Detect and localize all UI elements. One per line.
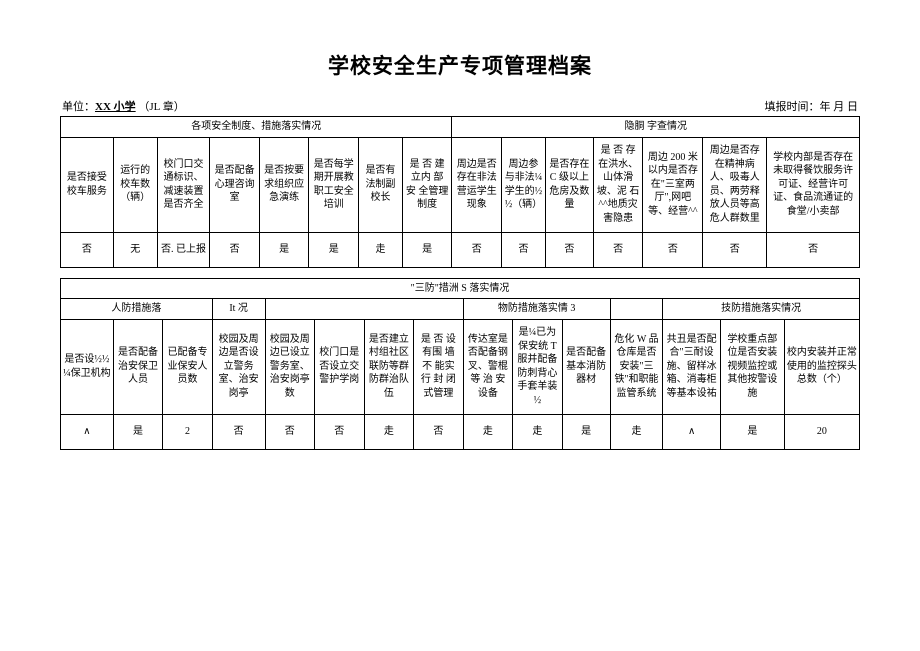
t1-h-1: 运行的校车数（辆） xyxy=(113,137,157,232)
t1-r-14: 否 xyxy=(767,232,860,267)
t1-r-3: 否 xyxy=(210,232,260,267)
t2-g2: It 况 xyxy=(212,299,265,320)
t2-header-row: 是否设½½¼保卫机构 是否配备治安保卫人员 已配备专业保安人员数 校园及周边是否… xyxy=(61,319,860,414)
t1-h-3: 是否配备心理咨询室 xyxy=(210,137,260,232)
t1-h-13: 周边是否存在精神病人、吸毒人员、两劳释放人员等高危人群数里 xyxy=(703,137,767,232)
t1-h-5: 是否每学期开展教职工安全培训 xyxy=(309,137,359,232)
t1-r-1: 无 xyxy=(113,232,157,267)
t2-r-4: 否 xyxy=(265,414,315,449)
t2-r-9: 走 xyxy=(513,414,563,449)
t2-h-12: 共丑是否配合"三耐设施、留样冰箱、消毒柜等基本设祐 xyxy=(663,319,721,414)
t1-h-9: 周边参与非法¼学生的½½（辆） xyxy=(501,137,545,232)
t1-r-11: 否 xyxy=(593,232,643,267)
t1-r-9: 否 xyxy=(501,232,545,267)
t2-h-0: 是否设½½¼保卫机构 xyxy=(61,319,114,414)
t2-h-8: 传达室是否配备钢叉、警棍等 治 安 设备 xyxy=(463,319,513,414)
t1-r-7: 是 xyxy=(402,232,452,267)
t2-h-5: 校门口是否设立交警护学岗 xyxy=(315,319,365,414)
t2-g-blank2 xyxy=(610,299,663,320)
t1-r-8: 否 xyxy=(452,232,502,267)
t1-h-7: 是 否 建 立内 部 安 全管理制度 xyxy=(402,137,452,232)
t1-h-14: 学校内部是否存在未取得餐饮服务许可证、经营许可证、食品流通证的食堂/小卖部 xyxy=(767,137,860,232)
t2-r-14: 20 xyxy=(784,414,859,449)
t2-h-13: 学校重点部位是否安装视频监控或其他按警设施 xyxy=(720,319,784,414)
t2-r-0: ∧ xyxy=(61,414,114,449)
t1-h-12: 周边 200 米以内是否存在"三室两厅",网吧等、经营^^ xyxy=(643,137,703,232)
t1-h-10: 是否存在 C 级以上危房及数量 xyxy=(545,137,593,232)
time-label: 填报时间： xyxy=(765,101,820,113)
t1-r-0: 否 xyxy=(61,232,114,267)
t2-h-7: 是 否 设 有围 墙 不 能实 行 封 闭式管理 xyxy=(414,319,464,414)
t2-h-6: 是否建立村组社区联防等群防群治队伍 xyxy=(364,319,414,414)
t2-g-blank xyxy=(265,299,463,320)
t2-group-row: 人防措施落 It 况 物防措施落实情 3 技防措施落实情况 xyxy=(61,299,860,320)
t1-r-5: 是 xyxy=(309,232,359,267)
t2-r-5: 否 xyxy=(315,414,365,449)
t2-h-9: 是¼已为保安统 T 服并配备防刺背心手套羊装½ xyxy=(513,319,563,414)
t1-h-6: 是否有法制副校长 xyxy=(358,137,402,232)
t2-r-8: 走 xyxy=(463,414,513,449)
t2-h-10: 是否配备基本消防器材 xyxy=(562,319,610,414)
t2-mid-row: "三防"措洲 S 落实情况 xyxy=(61,278,860,299)
t2-mid: "三防"措洲 S 落实情况 xyxy=(61,278,860,299)
t1-r-2: 否. 已上报 xyxy=(157,232,210,267)
time-cell: 填报时间：年 月 日 xyxy=(765,98,859,114)
t1-h-8: 周边是否存在非法营运学生现象 xyxy=(452,137,502,232)
t2-h-3: 校园及周边是否设立警务室、治安岗亭 xyxy=(212,319,265,414)
t1-h-11: 是 否 存在洪水、山体滑坡、泥 石^^地质灾害隐患 xyxy=(593,137,643,232)
t1-r-12: 否 xyxy=(643,232,703,267)
t2-h-2: 已配备专业保安人员数 xyxy=(163,319,213,414)
t2-r-7: 否 xyxy=(414,414,464,449)
t1-r-10: 否 xyxy=(545,232,593,267)
table-1: 各项安全制度、措施落实情况 隐胴 字查情况 是否接受校车服务 运行的校车数（辆）… xyxy=(60,116,860,268)
t1-h-0: 是否接受校车服务 xyxy=(61,137,114,232)
t2-r-3: 否 xyxy=(212,414,265,449)
unit-cell: 单位：XX 小学 （JL 章） xyxy=(62,98,185,114)
t2-g1: 人防措施落 xyxy=(61,299,213,320)
t1-group-1: 各项安全制度、措施落实情况 xyxy=(61,117,452,138)
t2-r-1: 是 xyxy=(113,414,163,449)
t1-data-row: 否 无 否. 已上报 否 是 是 走 是 否 否 否 否 否 否 否 xyxy=(61,232,860,267)
t2-h-1: 是否配备治安保卫人员 xyxy=(113,319,163,414)
time-value: 年 月 日 xyxy=(820,101,859,113)
t2-r-2: 2 xyxy=(163,414,213,449)
page-title: 学校安全生产专项管理档案 xyxy=(60,50,860,80)
t1-header-row: 是否接受校车服务 运行的校车数（辆） 校门口交通标识、减速装置是否齐全 是否配备… xyxy=(61,137,860,232)
t1-h-4: 是否按要求组织应急演练 xyxy=(259,137,309,232)
unit-extra: （JL 章） xyxy=(138,101,184,113)
t1-group-2: 隐胴 字查情况 xyxy=(452,117,860,138)
t2-r-10: 是 xyxy=(562,414,610,449)
t2-r-6: 走 xyxy=(364,414,414,449)
t2-g3: 物防措施落实情 3 xyxy=(463,299,610,320)
table-2: "三防"措洲 S 落实情况 人防措施落 It 况 物防措施落实情 3 技防措施落… xyxy=(60,278,860,450)
t2-h-11: 危化 W 品仓库是否安装"三铁"和职能监管系统 xyxy=(610,319,663,414)
unit-value: XX 小学 xyxy=(95,101,136,113)
t1-r-4: 是 xyxy=(259,232,309,267)
t2-h-14: 校内安装并正常使用的监控探头总数（个） xyxy=(784,319,859,414)
t2-r-12: ∧ xyxy=(663,414,721,449)
t1-r-6: 走 xyxy=(358,232,402,267)
meta-row: 单位：XX 小学 （JL 章） 填报时间：年 月 日 xyxy=(60,98,860,114)
t2-g4: 技防措施落实情况 xyxy=(663,299,860,320)
t1-h-2: 校门口交通标识、减速装置是否齐全 xyxy=(157,137,210,232)
unit-label: 单位： xyxy=(62,101,95,113)
t1-r-13: 否 xyxy=(703,232,767,267)
t2-r-13: 是 xyxy=(720,414,784,449)
t2-r-11: 走 xyxy=(610,414,663,449)
t1-group-row: 各项安全制度、措施落实情况 隐胴 字查情况 xyxy=(61,117,860,138)
t2-data-row: ∧ 是 2 否 否 否 走 否 走 走 是 走 ∧ 是 20 xyxy=(61,414,860,449)
t2-h-4: 校园及周边已设立警务室、治安岗亭数 xyxy=(265,319,315,414)
